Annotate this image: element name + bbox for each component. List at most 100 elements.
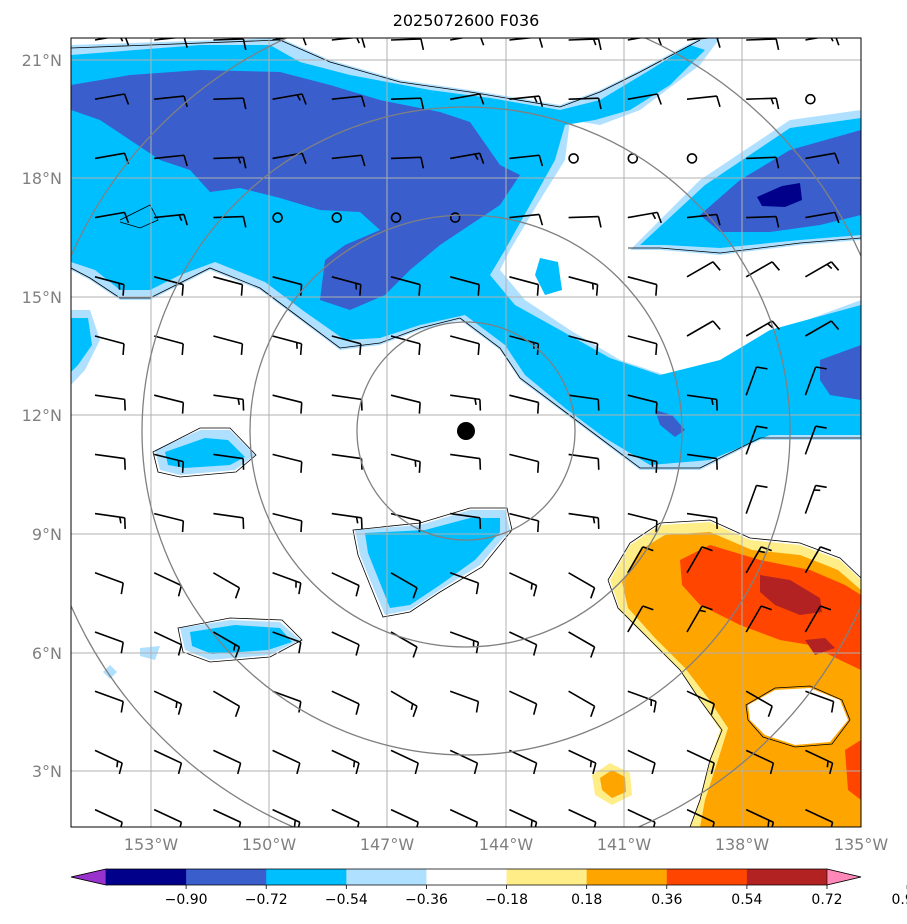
wind-barb bbox=[390, 808, 419, 827]
wind-barb bbox=[390, 38, 425, 51]
wind-barb bbox=[94, 453, 126, 470]
wind-barb bbox=[94, 631, 124, 654]
wind-barb bbox=[154, 213, 188, 226]
lon-label: 141°W bbox=[597, 835, 652, 854]
wind-barb bbox=[331, 154, 366, 167]
wind-barb bbox=[804, 425, 827, 455]
wind-barb bbox=[449, 276, 480, 296]
wind-barb bbox=[449, 749, 479, 775]
wind-barb bbox=[94, 690, 124, 713]
wind-barb bbox=[686, 453, 718, 470]
colorbar-tick-label: 0.54 bbox=[731, 892, 762, 908]
colorbar-tick-label: −0.90 bbox=[165, 892, 208, 908]
wind-barb bbox=[509, 453, 540, 473]
wind-barb bbox=[213, 453, 245, 470]
wind-barb bbox=[627, 335, 658, 355]
wind-barb bbox=[94, 211, 130, 224]
wind-barb bbox=[509, 512, 540, 533]
wind-barb bbox=[94, 572, 124, 595]
calm-wind-marker bbox=[390, 212, 402, 223]
wind-barb bbox=[805, 808, 834, 827]
wind-barb bbox=[745, 605, 772, 633]
wind-barb bbox=[509, 213, 544, 226]
wind-barb bbox=[213, 749, 242, 775]
wind-barb bbox=[331, 631, 360, 656]
wind-barb bbox=[272, 276, 303, 296]
wind-barb bbox=[509, 749, 538, 775]
wind-barb bbox=[627, 394, 658, 414]
wind-barb bbox=[509, 154, 544, 167]
wind-barb bbox=[153, 690, 183, 715]
wind-barb bbox=[865, 37, 898, 51]
calm-wind-marker bbox=[331, 212, 343, 223]
wind-barb bbox=[390, 453, 421, 473]
wind-barb bbox=[509, 690, 538, 715]
lon-label: 144°W bbox=[479, 835, 534, 854]
wind-barb bbox=[213, 38, 247, 51]
lon-label: 150°W bbox=[242, 835, 297, 854]
wind-barb bbox=[331, 512, 363, 529]
wind-barb bbox=[686, 95, 721, 108]
wind-barb bbox=[568, 276, 599, 296]
wind-barb bbox=[272, 749, 301, 775]
colorbar-extend-low bbox=[70, 868, 107, 886]
wind-barb bbox=[272, 93, 307, 105]
wind-barb bbox=[272, 38, 307, 46]
wind-barb bbox=[627, 276, 658, 296]
contour-lines bbox=[71, 39, 861, 827]
lat-label: 21°N bbox=[22, 51, 62, 70]
wind-barb bbox=[272, 631, 302, 654]
map-frame bbox=[70, 37, 862, 828]
wind-barb bbox=[213, 215, 247, 228]
wind-barb bbox=[213, 156, 247, 169]
wind-barb bbox=[860, 750, 894, 773]
wind-barb bbox=[509, 631, 538, 656]
wind-barb bbox=[272, 808, 301, 827]
wind-barb bbox=[390, 749, 419, 775]
wind-barb bbox=[272, 335, 303, 355]
wind-barb bbox=[746, 156, 780, 169]
wind-barb bbox=[154, 512, 185, 533]
lat-lon-grid bbox=[71, 38, 861, 827]
wind-barb bbox=[331, 95, 366, 108]
calm-wind-marker bbox=[686, 153, 698, 164]
wind-barb bbox=[331, 749, 360, 775]
wind-barb bbox=[272, 512, 303, 533]
wind-barb bbox=[213, 808, 242, 827]
colorbar-segment bbox=[186, 869, 267, 885]
wind-barb bbox=[568, 808, 597, 827]
wind-barb bbox=[686, 320, 721, 337]
lon-label: 153°W bbox=[124, 835, 179, 854]
wind-barb bbox=[94, 749, 123, 775]
wind-barb bbox=[154, 394, 185, 414]
wind-barb bbox=[272, 394, 303, 414]
wind-barb bbox=[805, 749, 834, 775]
wind-barb bbox=[331, 335, 362, 355]
wind-barb bbox=[390, 394, 421, 414]
wind-barb bbox=[627, 546, 654, 574]
wind-barb bbox=[805, 320, 840, 337]
wind-barb bbox=[627, 512, 658, 533]
calm-wind-marker bbox=[805, 93, 816, 105]
wind-barb bbox=[449, 631, 480, 654]
wind-barb bbox=[745, 261, 781, 278]
wind-barb bbox=[94, 93, 130, 105]
wind-barb bbox=[804, 605, 832, 633]
wind-barb bbox=[449, 572, 480, 595]
wind-barb bbox=[686, 394, 718, 411]
wind-barb bbox=[94, 276, 125, 296]
colorbar-segment bbox=[666, 869, 748, 885]
wind-barb bbox=[154, 154, 188, 167]
wind-barb bbox=[860, 691, 894, 714]
wind-barb bbox=[805, 152, 840, 164]
colorbar-segment bbox=[746, 869, 828, 885]
wind-barb bbox=[865, 155, 898, 169]
wind-barb bbox=[94, 512, 126, 529]
wind-barb bbox=[568, 631, 596, 658]
wind-barb bbox=[686, 261, 721, 278]
wind-barb bbox=[745, 749, 775, 775]
calm-wind-marker bbox=[272, 212, 283, 223]
wind-barb bbox=[804, 366, 827, 396]
wind-barb bbox=[213, 512, 245, 529]
wind-barb bbox=[745, 366, 768, 396]
